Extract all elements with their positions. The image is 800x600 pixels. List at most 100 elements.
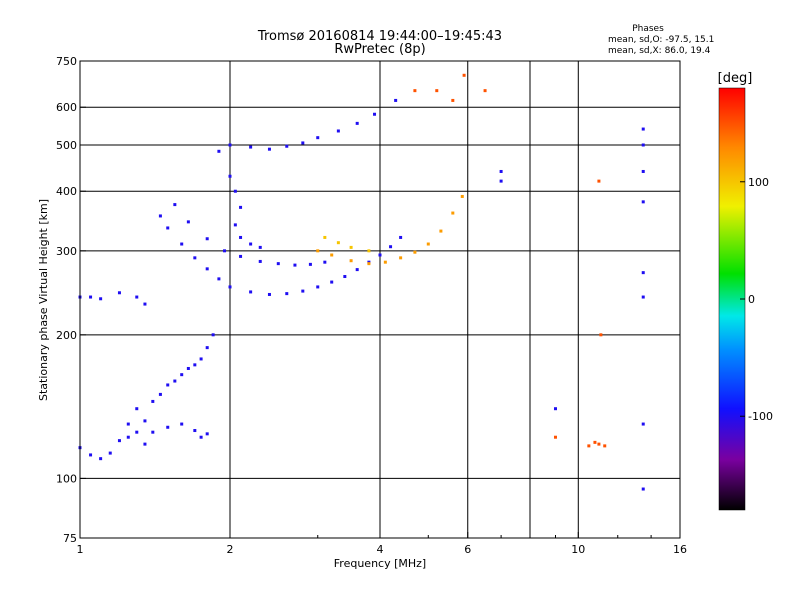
data-point (99, 457, 103, 461)
data-points (78, 73, 645, 491)
data-point (426, 242, 430, 246)
data-point (293, 263, 297, 267)
data-point (143, 302, 147, 306)
data-point (143, 419, 147, 423)
data-point (228, 143, 232, 147)
data-point (641, 143, 645, 147)
data-point (316, 136, 320, 140)
data-point (180, 373, 184, 377)
data-point (193, 363, 197, 367)
data-point (451, 211, 455, 215)
x-tick-label: 1 (77, 543, 84, 556)
data-point (217, 149, 221, 153)
data-point (249, 145, 253, 149)
y-tick-label: 200 (56, 329, 77, 342)
data-point (460, 194, 464, 198)
data-point (126, 422, 130, 426)
data-point (166, 425, 170, 429)
data-point (117, 439, 121, 443)
data-point (211, 333, 215, 337)
data-point (158, 214, 162, 218)
data-point (267, 147, 271, 151)
data-point (641, 487, 645, 491)
y-axis-label: Stationary phase Virtual Height [km] (37, 199, 50, 401)
data-point (383, 260, 387, 264)
data-point (499, 169, 503, 173)
data-point (258, 245, 262, 249)
data-point (199, 357, 203, 361)
data-point (199, 435, 203, 439)
data-point (553, 407, 557, 411)
data-point (285, 292, 289, 296)
data-point (285, 144, 289, 148)
data-point (193, 256, 197, 260)
data-point (483, 89, 487, 93)
data-point (205, 267, 209, 271)
y-tick-label: 75 (63, 532, 77, 545)
data-point (587, 444, 591, 448)
data-point (593, 440, 597, 444)
y-tick-label: 500 (56, 139, 77, 152)
data-point (173, 203, 177, 207)
y-axis-ticks: 75 100 200 300 400 500 600 750 (56, 55, 86, 545)
data-point (323, 260, 327, 264)
data-point (228, 285, 232, 289)
data-point (355, 121, 359, 125)
data-point (378, 253, 382, 257)
data-point (641, 422, 645, 426)
data-point (151, 399, 155, 403)
data-point (239, 235, 243, 239)
colorbar-tick-label: 0 (748, 293, 755, 306)
data-point (205, 237, 209, 241)
data-point (399, 235, 403, 239)
data-point (330, 253, 334, 257)
x-tick-label: 10 (571, 543, 585, 556)
stats-x-line: mean, sd,X: 86.0, 19.4 (608, 46, 711, 56)
data-point (367, 249, 371, 253)
data-point (180, 422, 184, 426)
y-tick-label: 400 (56, 185, 77, 198)
data-point (249, 290, 253, 294)
x-axis-ticks: 1 2 4 6 10 16 (77, 532, 687, 556)
data-point (599, 333, 603, 337)
data-point (301, 141, 305, 145)
data-point (323, 235, 327, 239)
data-point (499, 179, 503, 183)
data-point (239, 205, 243, 209)
data-point (173, 379, 177, 383)
data-point (205, 346, 209, 350)
data-point (135, 407, 139, 411)
data-point (641, 127, 645, 131)
data-point (316, 285, 320, 289)
data-point (205, 432, 209, 436)
data-point (193, 429, 197, 433)
data-point (217, 277, 221, 281)
data-point (413, 89, 417, 93)
data-point (158, 392, 162, 396)
data-point (301, 289, 305, 293)
data-point (641, 200, 645, 204)
data-point (367, 262, 371, 266)
data-point (166, 383, 170, 387)
data-point (180, 242, 184, 246)
stats-o-line: mean, sd,O: -97.5, 15.1 (608, 35, 714, 45)
data-point (126, 435, 130, 439)
data-point (553, 435, 557, 439)
data-point (641, 295, 645, 299)
colorbar-label: [deg] (718, 71, 753, 86)
data-point (239, 254, 243, 258)
data-point (330, 280, 334, 284)
data-point (308, 262, 312, 266)
x-tick-label: 4 (377, 543, 384, 556)
data-point (108, 451, 112, 455)
data-point (597, 442, 601, 446)
colorbar-ticks: 100 0 -100 (740, 176, 773, 423)
data-point (233, 189, 237, 193)
chart-title: Tromsø 20160814 19:44:00–19:45:43 (257, 29, 502, 44)
data-point (394, 98, 398, 102)
data-point (349, 245, 353, 249)
data-point (349, 259, 353, 263)
x-tick-label: 16 (673, 543, 687, 556)
data-point (143, 442, 147, 446)
